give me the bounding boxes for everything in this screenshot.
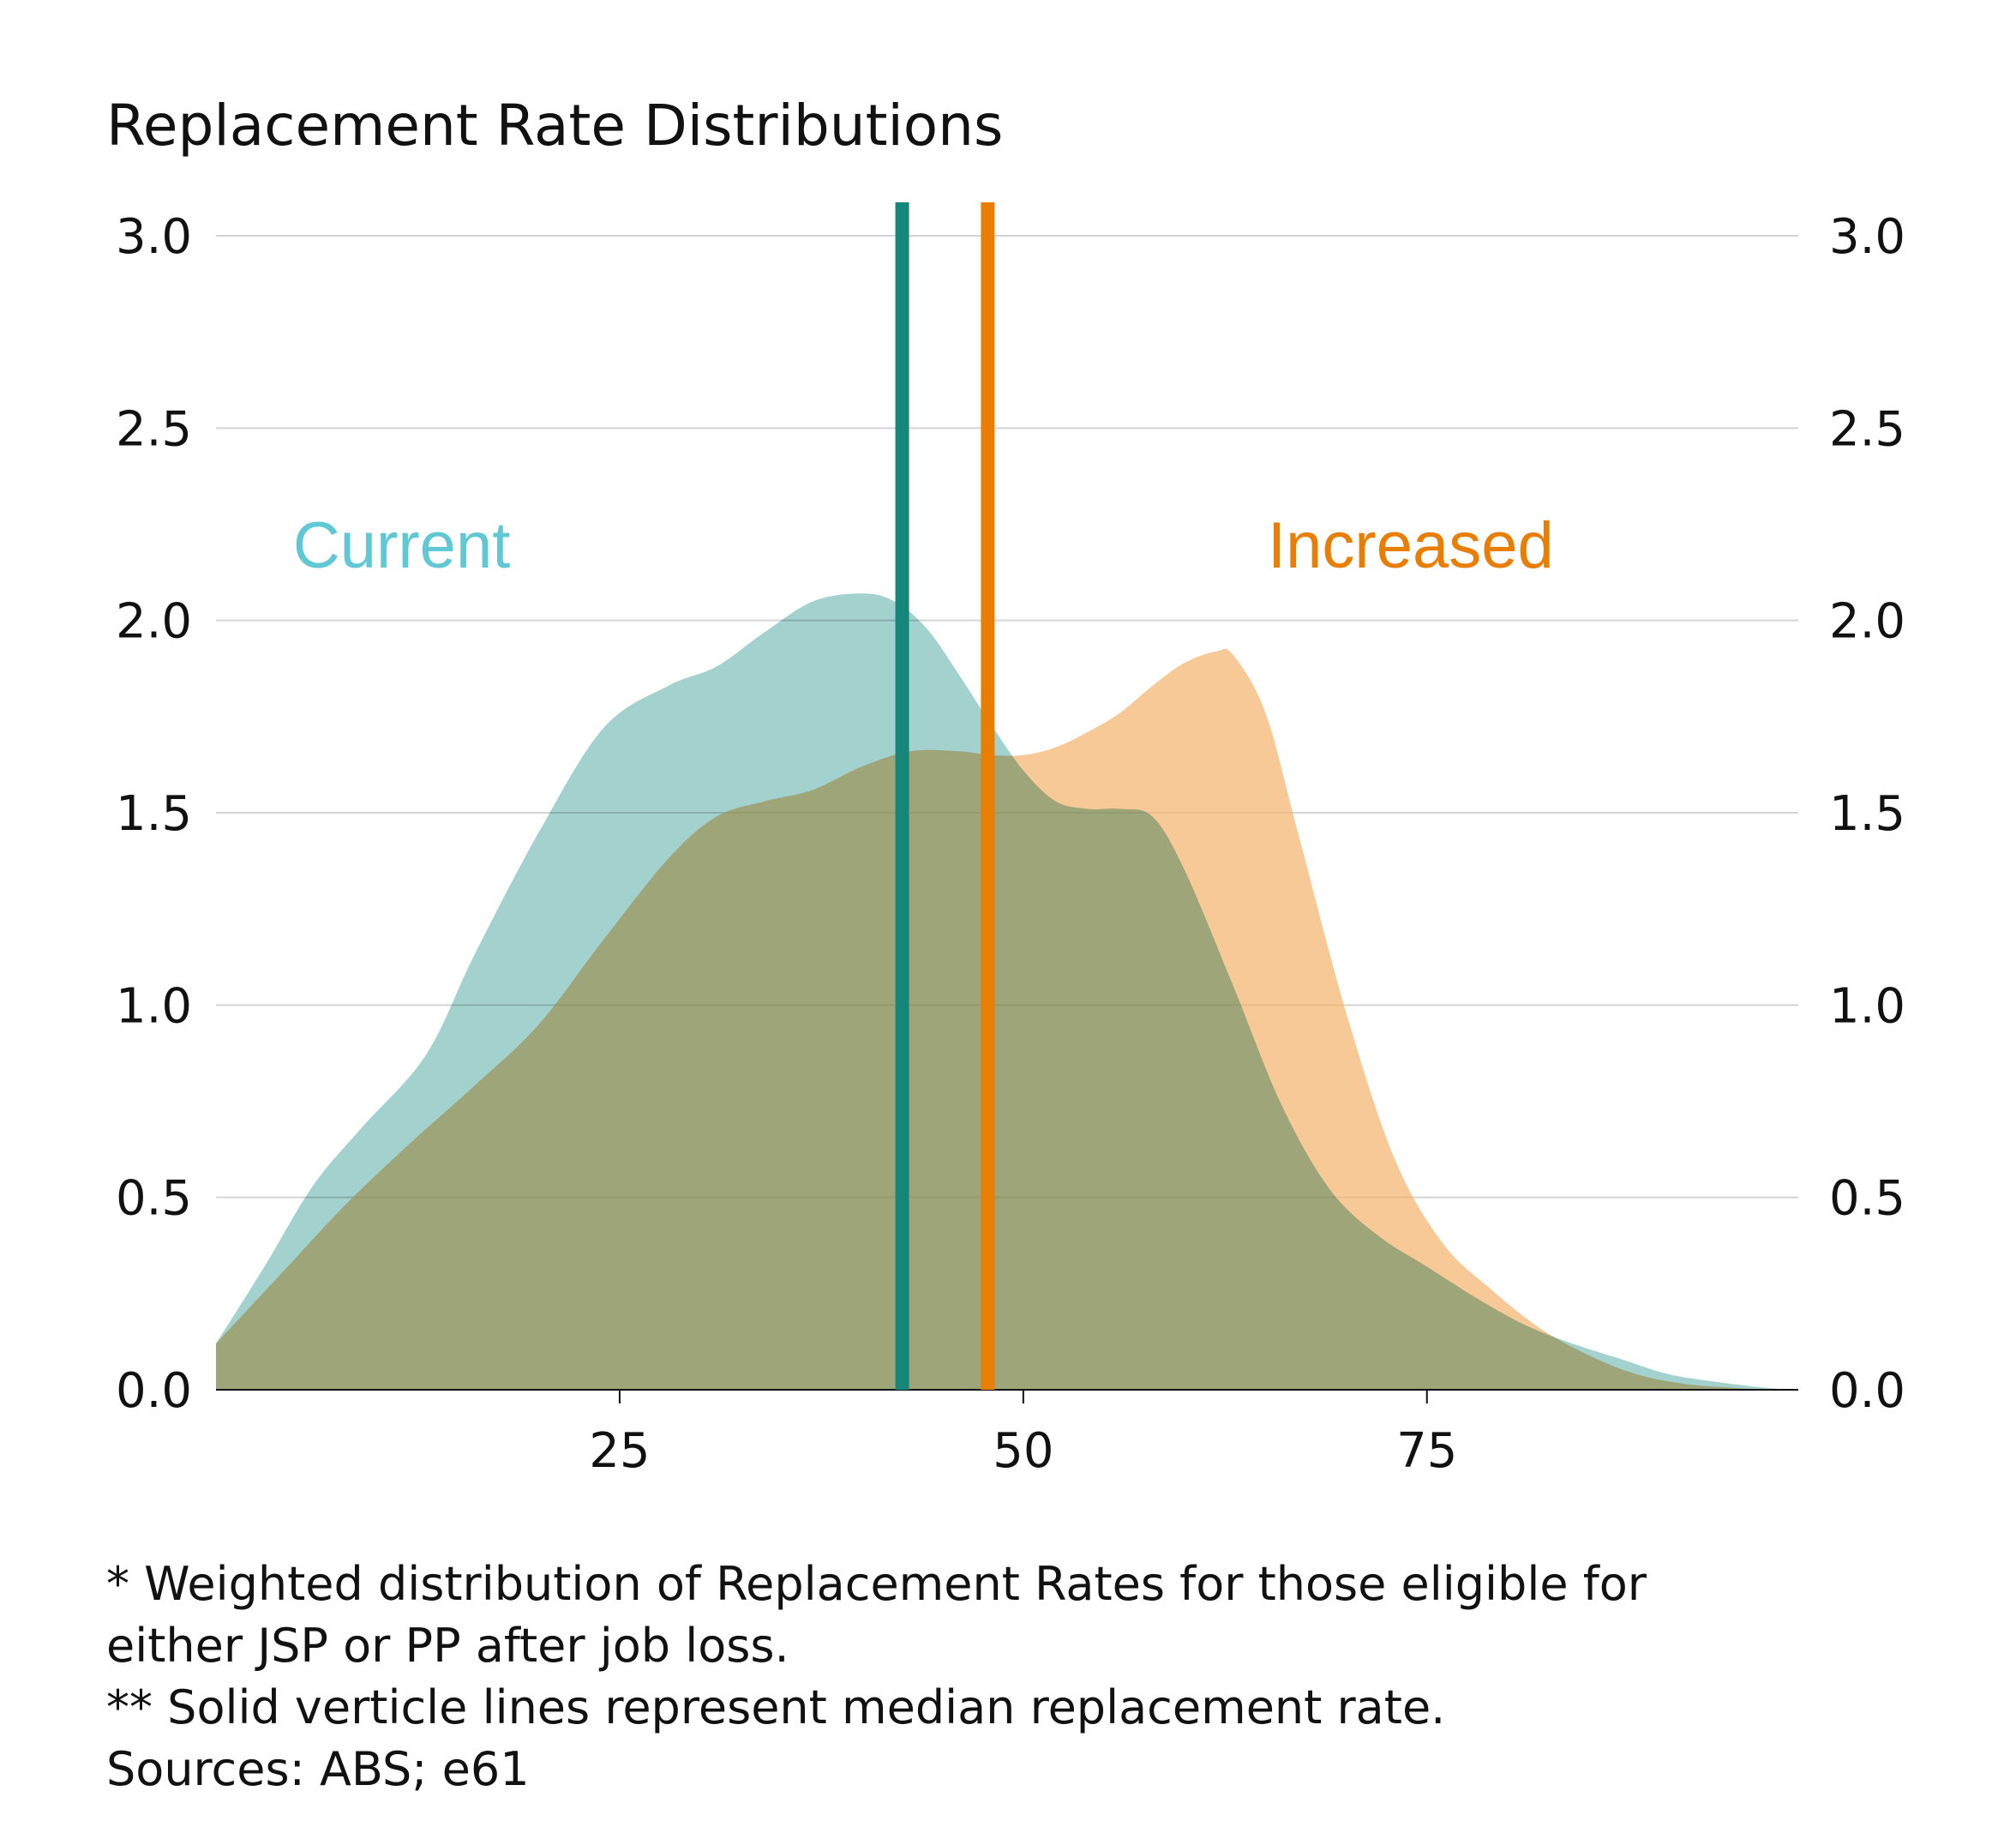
y-tick-label-right-3: 1.5 (1829, 786, 1905, 842)
series-label-current: Current (293, 509, 510, 582)
y-tick-label-left-5: 2.5 (116, 401, 192, 457)
footnotes: * Weighted distribution of Replacement R… (106, 1554, 1647, 1800)
y-tick-label-left-3: 1.5 (116, 786, 192, 842)
y-tick-label-right-6: 3.0 (1829, 209, 1905, 265)
density-area-current (216, 593, 1798, 1390)
y-tick-label-left-6: 3.0 (116, 209, 192, 265)
y-tick-label-right-2: 1.0 (1829, 978, 1905, 1034)
series-label-increased: Increased (1268, 509, 1554, 582)
footnote-line-1: * Weighted distribution of Replacement R… (106, 1557, 1647, 1611)
footnote-line-4: Sources: ABS; e61 (106, 1742, 530, 1796)
x-tick-label-0: 25 (589, 1423, 650, 1479)
footnote-line-2: either JSP or PP after job loss. (106, 1619, 789, 1673)
chart-title: Replacement Rate Distributions (106, 93, 1004, 159)
y-tick-label-right-5: 2.5 (1829, 401, 1905, 457)
y-tick-label-right-0: 0.0 (1829, 1363, 1905, 1419)
y-tick-label-left-0: 0.0 (116, 1363, 192, 1419)
footnote-line-3: ** Solid verticle lines represent median… (106, 1680, 1446, 1734)
y-tick-label-right-1: 0.5 (1829, 1171, 1905, 1227)
x-tick-label-2: 75 (1396, 1423, 1457, 1479)
y-tick-label-left-2: 1.0 (116, 978, 192, 1034)
y-tick-label-right-4: 2.0 (1829, 594, 1905, 650)
y-tick-label-left-1: 0.5 (116, 1171, 192, 1227)
x-tick-label-1: 50 (993, 1423, 1053, 1479)
y-tick-label-left-4: 2.0 (116, 594, 192, 650)
